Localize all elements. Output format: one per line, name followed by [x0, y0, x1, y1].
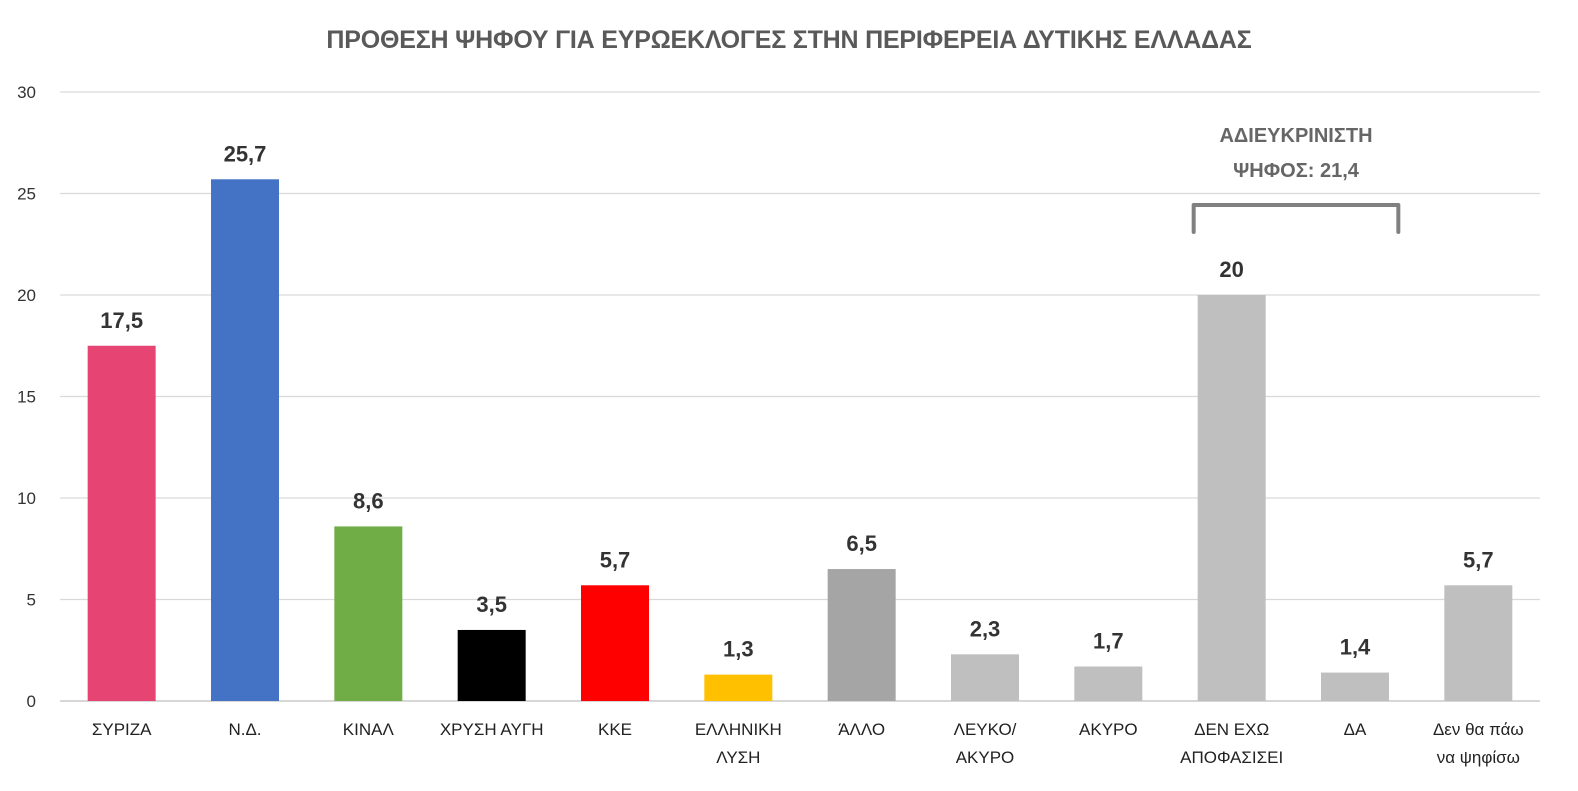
- annotation-label: ΨΗΦΟΣ: 21,4: [1233, 160, 1360, 182]
- category-label: ΛΥΣΗ: [716, 748, 760, 767]
- category-label: ΚΙΝΑΛ: [343, 720, 395, 739]
- data-label: 5,7: [1463, 547, 1494, 572]
- y-tick-label: 20: [17, 286, 36, 305]
- y-axis-ticks: 0 5 10 15 20 25 30: [17, 83, 36, 711]
- data-label: 20: [1219, 257, 1243, 282]
- data-label: 6,5: [846, 531, 877, 556]
- category-label: Ν.Δ.: [228, 720, 261, 739]
- data-label: 1,3: [723, 637, 754, 662]
- data-label: 25,7: [224, 141, 267, 166]
- bar: [1321, 672, 1389, 701]
- category-label: ΛΕΥΚΟ/: [954, 720, 1017, 739]
- data-label: 8,6: [353, 488, 384, 513]
- bar: [87, 345, 156, 701]
- bar: [334, 526, 403, 701]
- category-label: ΧΡΥΣΗ ΑΥΓΗ: [440, 720, 544, 739]
- annotation-bracket: [1191, 203, 1401, 234]
- data-label: 2,3: [970, 616, 1001, 641]
- category-label: ΑΠΟΦΑΣΙΣΕΙ: [1180, 748, 1283, 767]
- bar: [1197, 295, 1266, 701]
- category-label: ΕΛΛΗΝΙΚΗ: [695, 720, 782, 739]
- chart-title: ΠΡΟΘΕΣΗ ΨΗΦΟΥ ΓΙΑ ΕΥΡΩΕΚΛΟΓΕΣ ΣΤΗΝ ΠΕΡΙΦ…: [326, 26, 1252, 54]
- bars: [87, 179, 1513, 702]
- bar: [704, 674, 773, 701]
- category-label: ΣΥΡΙΖΑ: [92, 720, 152, 739]
- y-tick-label: 30: [17, 83, 36, 102]
- category-label: Δεν θα πάω: [1433, 720, 1524, 739]
- category-label: να ψηφίσω: [1437, 748, 1520, 767]
- category-label: ΚΚΕ: [598, 720, 632, 739]
- y-tick-label: 5: [27, 591, 36, 610]
- bar: [1444, 585, 1513, 701]
- y-tick-label: 0: [27, 692, 36, 711]
- data-label: 17,5: [100, 308, 143, 333]
- y-tick-label: 25: [17, 185, 36, 204]
- gridlines: [60, 91, 1540, 702]
- data-label: 1,4: [1340, 635, 1371, 660]
- data-labels: 17,5 25,7 8,6 3,5 5,7 1,3 6,5 2,3 1,7 20 1,4 5,7: [100, 141, 1493, 661]
- data-label: 1,7: [1093, 628, 1124, 653]
- data-label: 3,5: [476, 592, 507, 617]
- annotation-label: ΑΔΙΕΥΚΡΙΝΙΣΤΗ: [1219, 125, 1372, 147]
- category-label: ΆΛΛΟ: [838, 720, 885, 739]
- category-label: ΔΕΝ ΕΧΩ: [1194, 720, 1269, 739]
- bar: [951, 654, 1019, 701]
- category-label: ΑΚΥΡΟ: [1079, 720, 1138, 739]
- bar: [457, 629, 526, 701]
- category-label: ΔΑ: [1344, 720, 1367, 739]
- y-tick-label: 10: [17, 489, 36, 508]
- y-tick-label: 15: [17, 388, 36, 407]
- data-label: 5,7: [600, 547, 631, 572]
- category-label: ΑΚΥΡΟ: [956, 748, 1015, 767]
- annotation: ΑΔΙΕΥΚΡΙΝΙΣΤΗ ΨΗΦΟΣ: 21,4: [1191, 125, 1401, 234]
- category-labels: ΣΥΡΙΖΑ Ν.Δ. ΚΙΝΑΛ ΧΡΥΣΗ ΑΥΓΗ ΚΚΕ ΕΛΛΗΝΙΚΗ ΛΥΣΗ…: [92, 720, 1524, 767]
- bar: [581, 585, 649, 701]
- bar: [827, 569, 896, 701]
- bar: [211, 179, 279, 702]
- bar: [1074, 666, 1143, 701]
